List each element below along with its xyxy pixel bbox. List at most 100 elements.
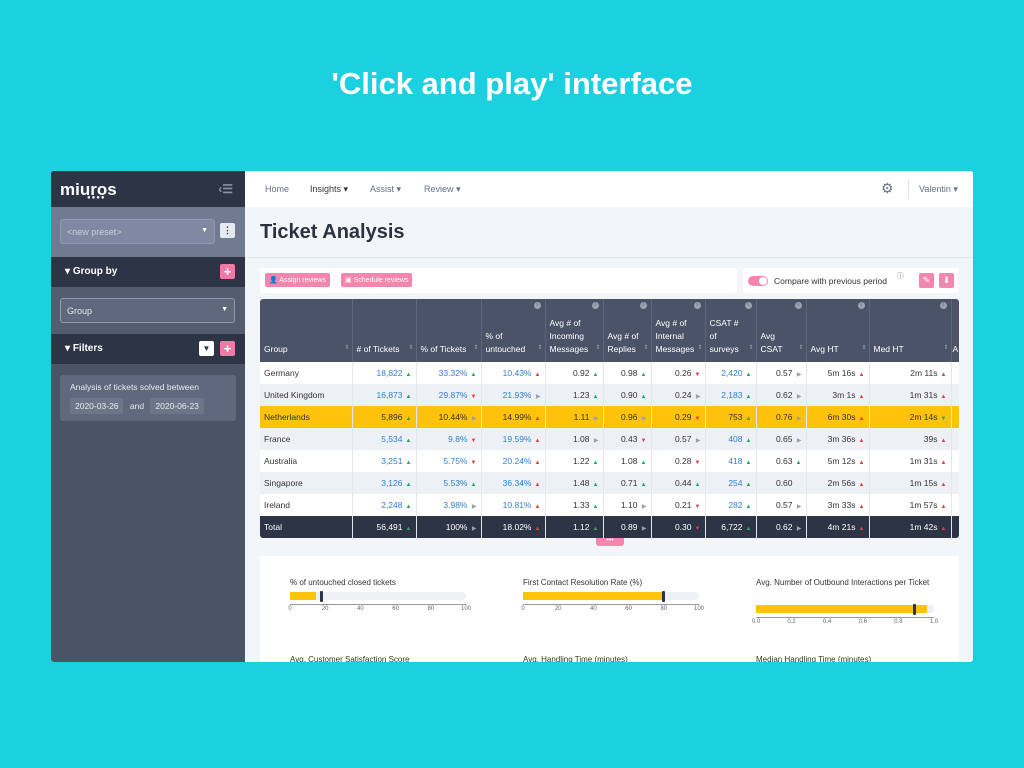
info-icon[interactable]: i xyxy=(693,302,701,309)
column-header[interactable]: % of untouched i ⇕ xyxy=(481,299,546,362)
data-cell[interactable]: 5,896 ▲ xyxy=(352,406,417,428)
download-icon[interactable]: ⬇ xyxy=(939,273,954,288)
compare-toggle[interactable] xyxy=(748,276,768,286)
filter-icon[interactable]: ▼ xyxy=(199,341,214,356)
info-icon[interactable]: i xyxy=(744,302,752,309)
sort-icon[interactable]: ⇕ xyxy=(537,345,543,351)
table-row[interactable]: France 5,534 ▲ 9.8% ▼ 19.59% ▲ 1.08 ▶ 0.43 ▼ 0.57 ▶ 4… xyxy=(260,428,959,450)
collapse-sidebar-icon[interactable]: ‹☰ xyxy=(218,182,233,196)
info-icon[interactable]: i xyxy=(794,302,802,309)
column-header[interactable]: Avg HT i ⇕ xyxy=(806,299,870,362)
info-icon[interactable]: i xyxy=(939,302,947,309)
column-header[interactable]: Avg # of Replies i ⇕ xyxy=(603,299,652,362)
info-icon[interactable]: i xyxy=(639,302,647,309)
data-cell[interactable]: 5.75% ▼ xyxy=(416,450,482,472)
date-to[interactable]: 2020-06-23 xyxy=(150,398,204,414)
column-header[interactable]: Avg # of Internal Messages i ⇕ xyxy=(651,299,706,362)
table-row[interactable]: Ireland 2,248 ▲ 3.98% ▶ 10.81% ▲ 1.33 ▲ 1.10 ▶ 0.21… xyxy=(260,494,959,516)
data-cell[interactable]: 21.93% ▶ xyxy=(481,384,546,406)
nav-assist[interactable]: Assist ▾ xyxy=(370,184,402,194)
sort-icon[interactable]: ⇕ xyxy=(595,345,601,351)
nav-home[interactable]: Home xyxy=(265,184,290,194)
user-menu[interactable]: Valentin ▾ xyxy=(919,184,958,194)
data-cell[interactable]: 16,873 ▲ xyxy=(352,384,417,406)
column-header[interactable]: # of Tickets ⇕ xyxy=(352,299,417,362)
nav-insights[interactable]: Insights ▾ xyxy=(310,184,349,194)
axis-tick-label: 80 xyxy=(427,606,435,612)
info-icon[interactable]: i xyxy=(591,302,599,309)
group-by-section: Group ▼ xyxy=(51,287,245,334)
data-cell[interactable]: 10.44% ▶ xyxy=(416,406,482,428)
column-header[interactable]: Avg CSAT i ⇕ xyxy=(756,299,807,362)
table-row[interactable]: Singapore 3,126 ▲ 5.53% ▲ 36.34% ▲ 1.48 ▲ 0.71 ▲ 0.… xyxy=(260,472,959,494)
data-cell[interactable]: 10.81% ▲ xyxy=(481,494,546,516)
trend-icon: ▲ xyxy=(592,394,599,400)
column-header[interactable]: A xyxy=(951,299,959,362)
table-row[interactable]: United Kingdom 16,873 ▲ 29.87% ▼ 21.93% ▶ 1.23 ▲… xyxy=(260,384,959,406)
add-filter-button[interactable]: + xyxy=(220,341,235,356)
trend-icon: ▶ xyxy=(796,526,802,532)
column-header[interactable]: % of Tickets ⇕ xyxy=(416,299,482,362)
column-header[interactable]: Group ⇕ xyxy=(260,299,353,362)
sort-icon[interactable]: ⇕ xyxy=(697,345,703,351)
data-cell[interactable]: 18,822 ▲ xyxy=(352,362,417,384)
gear-icon[interactable]: ⚙ xyxy=(881,180,894,196)
data-cell[interactable]: 9.8% ▼ xyxy=(416,428,482,450)
sort-icon[interactable]: ⇕ xyxy=(344,345,350,351)
data-cell[interactable]: 10.43% ▲ xyxy=(481,362,546,384)
data-cell[interactable]: 2,183 ▲ xyxy=(705,384,757,406)
data-cell[interactable]: 408 ▲ xyxy=(705,428,757,450)
preset-menu-button[interactable]: ⋮ xyxy=(220,223,235,238)
data-cell[interactable]: 254 ▲ xyxy=(705,472,757,494)
data-cell[interactable]: 19.59% ▲ xyxy=(481,428,546,450)
sort-icon[interactable]: ⇕ xyxy=(473,345,479,351)
sort-icon[interactable]: ⇕ xyxy=(408,345,414,351)
table-row[interactable]: Netherlands 5,896 ▲ 10.44% ▶ 14.99% ▲ 1.11 ▶ 0.96… xyxy=(260,406,959,428)
data-cell[interactable]: 3.98% ▶ xyxy=(416,494,482,516)
sort-icon[interactable]: ⇕ xyxy=(748,345,754,351)
total-row[interactable]: Total 56,491 ▲ 100% ▶ 18.02% ▲ 1.12 ▲ 0.89 ▶ 0.30 ▼ 6… xyxy=(260,516,959,538)
sort-icon[interactable]: ⇕ xyxy=(798,345,804,351)
data-cell[interactable]: 5.53% ▲ xyxy=(416,472,482,494)
preset-select[interactable]: <new preset> ▼ xyxy=(60,219,215,244)
table-row[interactable]: Germany 18,822 ▲ 33.32% ▲ 10.43% ▲ 0.92 ▲ 0.98 ▲ 0.… xyxy=(260,362,959,384)
info-icon[interactable]: ⓘ xyxy=(897,273,904,280)
data-cell[interactable]: 5,534 ▲ xyxy=(352,428,417,450)
wrench-icon[interactable]: ✎ xyxy=(919,273,934,288)
nav-review[interactable]: Review ▾ xyxy=(424,184,461,194)
data-cell[interactable]: 418 ▲ xyxy=(705,450,757,472)
cell-value: 6m 30s xyxy=(827,412,856,422)
info-icon[interactable]: i xyxy=(533,302,541,309)
column-header-label: Avg # of Internal Messages xyxy=(655,318,695,354)
data-cell[interactable]: 14.99% ▲ xyxy=(481,406,546,428)
sort-icon[interactable]: ⇕ xyxy=(643,345,649,351)
group-by-header[interactable]: ▾ Group by + xyxy=(51,257,245,287)
data-cell[interactable]: 753 ▲ xyxy=(705,406,757,428)
column-header[interactable]: CSAT # of surveys i ⇕ xyxy=(705,299,757,362)
resize-handle[interactable]: ••• xyxy=(596,537,624,546)
sort-icon[interactable]: ⇕ xyxy=(943,345,949,351)
sort-icon[interactable]: ⇕ xyxy=(861,345,867,351)
data-cell[interactable]: 2,420 ▲ xyxy=(705,362,757,384)
table-row[interactable]: Australia 3,251 ▲ 5.75% ▼ 20.24% ▲ 1.22 ▲ 1.08 ▲ 0.… xyxy=(260,450,959,472)
data-cell[interactable]: 20.24% ▲ xyxy=(481,450,546,472)
schedule-reviews-button[interactable]: ▣ Schedule reviews xyxy=(341,273,413,287)
group-select[interactable]: Group ▼ xyxy=(60,298,235,323)
assign-reviews-button[interactable]: 👤 Assign reviews xyxy=(265,273,330,287)
info-icon[interactable]: i xyxy=(857,302,865,309)
data-cell[interactable]: 36.34% ▲ xyxy=(481,472,546,494)
data-cell: 6,722 ▲ xyxy=(705,516,757,538)
add-group-button[interactable]: + xyxy=(220,264,235,279)
data-cell[interactable]: 33.32% ▲ xyxy=(416,362,482,384)
data-cell[interactable]: 3,126 ▲ xyxy=(352,472,417,494)
column-header[interactable]: Med HT i ⇕ xyxy=(869,299,952,362)
data-cell[interactable]: 282 ▲ xyxy=(705,494,757,516)
date-from[interactable]: 2020-03-26 xyxy=(70,398,124,414)
data-cell[interactable]: 29.87% ▼ xyxy=(416,384,482,406)
cell-value: 36.34% xyxy=(502,478,532,488)
data-cell[interactable]: 2,248 ▲ xyxy=(352,494,417,516)
filters-header[interactable]: ▾ Filters ▼ + xyxy=(51,334,245,364)
column-header[interactable]: Avg # of Incoming Messages i ⇕ xyxy=(545,299,604,362)
data-cell: 0.62 ▶ xyxy=(756,516,807,538)
data-cell[interactable]: 3,251 ▲ xyxy=(352,450,417,472)
